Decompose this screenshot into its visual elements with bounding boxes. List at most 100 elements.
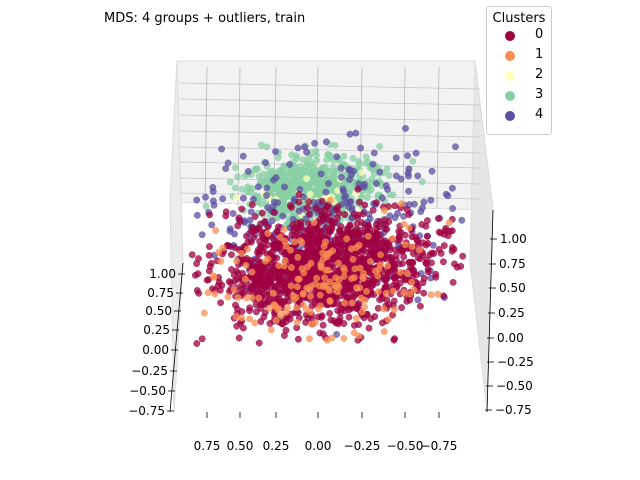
data-point-4 [420, 198, 428, 206]
data-point-4 [412, 149, 420, 157]
data-point-4 [325, 180, 332, 187]
data-point-3 [325, 167, 333, 175]
data-point-0 [457, 262, 465, 270]
data-point-0 [228, 251, 235, 259]
data-point-4 [405, 187, 412, 195]
data-point-4 [397, 175, 405, 183]
data-point-1 [374, 272, 382, 280]
legend-swatch [505, 71, 515, 81]
data-point-0 [343, 259, 351, 267]
data-point-0 [188, 251, 196, 259]
data-point-1 [350, 329, 358, 337]
data-point-0 [278, 248, 285, 255]
data-point-4 [404, 152, 411, 160]
data-point-1 [200, 309, 208, 317]
data-point-4 [376, 168, 384, 176]
data-point-0 [365, 324, 373, 332]
data-point-1 [212, 227, 220, 234]
legend-swatch [505, 91, 515, 101]
data-point-0 [323, 203, 331, 211]
data-point-0 [270, 254, 277, 262]
data-point-0 [205, 251, 213, 259]
data-point-0 [280, 332, 288, 339]
data-point-1 [374, 288, 382, 296]
data-point-1 [361, 296, 369, 304]
data-point-4 [209, 197, 217, 205]
data-point-1 [280, 262, 288, 270]
data-point-1 [233, 257, 240, 265]
data-point-3 [238, 185, 246, 193]
grid-line [402, 66, 406, 209]
data-point-1 [264, 230, 272, 237]
data-point-0 [440, 242, 448, 250]
data-point-1 [382, 289, 390, 297]
z-tick-label: 1.00 [500, 232, 527, 246]
data-point-1 [298, 265, 306, 273]
data-point-0 [222, 208, 230, 216]
data-point-0 [294, 335, 302, 343]
data-point-4 [281, 183, 288, 191]
data-point-0 [381, 237, 389, 245]
data-point-0 [194, 270, 202, 278]
data-point-3 [285, 192, 293, 200]
data-point-1 [314, 305, 322, 313]
grid-line [179, 82, 481, 90]
data-point-3 [270, 185, 278, 192]
data-point-3 [256, 177, 264, 185]
data-point-1 [313, 274, 320, 282]
data-point-3 [364, 194, 371, 201]
data-point-1 [287, 282, 295, 290]
data-point-1 [204, 289, 212, 297]
data-point-4 [244, 167, 252, 175]
data-point-0 [308, 302, 316, 310]
data-point-2 [358, 168, 366, 176]
data-point-1 [238, 249, 245, 257]
data-point-0 [369, 206, 377, 214]
data-point-0 [274, 223, 282, 231]
data-point-0 [257, 318, 265, 325]
data-point-4 [268, 217, 276, 225]
data-point-0 [256, 226, 264, 234]
z-tick-label: 0.75 [499, 257, 526, 271]
data-point-3 [362, 159, 369, 167]
z-tick-label: 0.00 [497, 331, 524, 345]
data-point-4 [218, 145, 226, 153]
data-point-3 [287, 170, 295, 178]
data-point-1 [274, 306, 282, 314]
legend-swatch [505, 51, 515, 61]
data-point-0 [440, 292, 447, 300]
data-point-0 [459, 252, 467, 260]
data-point-4 [246, 216, 254, 224]
grid-line [237, 66, 241, 209]
data-point-0 [217, 299, 225, 307]
data-point-0 [422, 259, 430, 267]
data-point-0 [214, 282, 222, 290]
data-point-2 [232, 194, 240, 201]
data-point-1 [265, 304, 273, 312]
data-point-4 [239, 152, 247, 160]
data-point-0 [448, 244, 456, 251]
data-point-4 [427, 196, 435, 204]
data-point-4 [357, 144, 364, 152]
data-point-3 [231, 184, 239, 192]
data-point-0 [295, 191, 303, 198]
data-point-0 [247, 238, 255, 246]
data-point-0 [391, 202, 399, 210]
data-point-0 [248, 224, 256, 232]
legend-title: Clusters [492, 11, 546, 26]
data-point-1 [363, 287, 370, 295]
data-point-1 [323, 336, 331, 344]
data-point-1 [269, 289, 277, 297]
data-point-0 [205, 243, 213, 251]
data-point-1 [210, 273, 218, 281]
data-point-0 [451, 260, 458, 268]
data-point-0 [435, 245, 443, 253]
data-point-0 [350, 321, 358, 329]
data-point-1 [434, 290, 442, 298]
data-point-1 [389, 287, 397, 295]
data-point-1 [356, 264, 364, 272]
data-point-0 [430, 250, 438, 257]
data-point-4 [239, 194, 247, 202]
data-point-1 [294, 275, 302, 283]
grid-line [204, 66, 208, 209]
